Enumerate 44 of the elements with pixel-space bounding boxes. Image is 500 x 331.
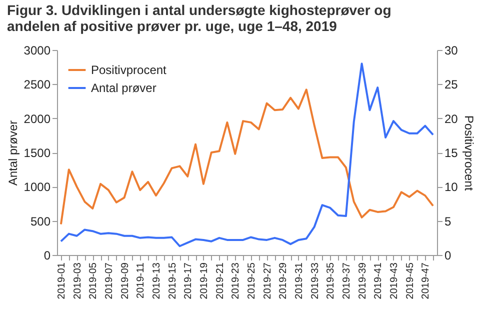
x-tick-label: 2019-21	[214, 262, 226, 300]
x-tick-label: 2019-27	[262, 262, 274, 300]
x-tick-label: 2019-43	[388, 262, 400, 300]
y2-tick-label: 0	[444, 248, 452, 262]
y2-tick-label: 15	[444, 146, 458, 160]
x-tick-label: 2019-17	[183, 262, 194, 300]
x-tick-label: 2019-39	[357, 262, 368, 300]
x-tick-label: 2019-25	[246, 262, 258, 300]
x-tick-label: 2019-35	[326, 262, 337, 300]
y2-tick-label: 25	[444, 78, 458, 92]
x-tick-label: 2019-11	[136, 262, 147, 298]
y-tick-label: 1500	[24, 146, 51, 160]
y-tick-label: 2000	[24, 112, 51, 126]
x-tick-label: 2019-41	[373, 262, 384, 300]
x-tick-label: 2019-01	[56, 262, 68, 300]
x-tick-label: 2019-07	[104, 262, 115, 300]
x-tick-label: 2019-29	[278, 262, 290, 300]
x-tick-label: 2019-45	[404, 262, 416, 300]
x-tick-label: 2019-13	[151, 262, 162, 300]
y-axis-title: Antal prøver	[6, 120, 20, 186]
y-tick-label: 500	[30, 214, 51, 228]
x-tick-label: 2019-23	[230, 262, 242, 300]
legend-label: Antal prøver	[91, 81, 156, 95]
x-tick-label: 2019-19	[198, 262, 210, 300]
x-tick-label: 2019-09	[120, 262, 131, 300]
line-series	[60, 62, 434, 248]
y-tick-label: 2500	[24, 78, 51, 92]
y2-tick-label: 5	[444, 214, 452, 228]
y2-tick-label: 30	[444, 44, 458, 58]
y-tick-label: 0	[44, 248, 51, 262]
x-tick-label: 2019-33	[310, 262, 321, 300]
x-tick-label: 2019-37	[341, 262, 352, 300]
x-tick-label: 2019-31	[294, 262, 305, 300]
x-tick-label: 2019-05	[88, 262, 100, 300]
y-tick-label: 1000	[24, 180, 51, 194]
chart-title: Figur 3. Udviklingen i antal undersøgte kighosteprøver og andelen af positive prøver pr. uge, uge 1–48, 2019	[7, 2, 392, 34]
x-tick-label: 2019-47	[420, 262, 432, 300]
y2-tick-label: 10	[444, 180, 458, 194]
legend-label: Positivprocent	[91, 63, 168, 77]
y2-axis-title: Positivprocent	[462, 115, 476, 192]
y2-tick-label: 20	[444, 112, 458, 126]
x-tick-label: 2019-15	[167, 262, 178, 300]
y-tick-label: 3000	[24, 44, 51, 58]
x-tick-label: 2019-03	[72, 262, 84, 300]
